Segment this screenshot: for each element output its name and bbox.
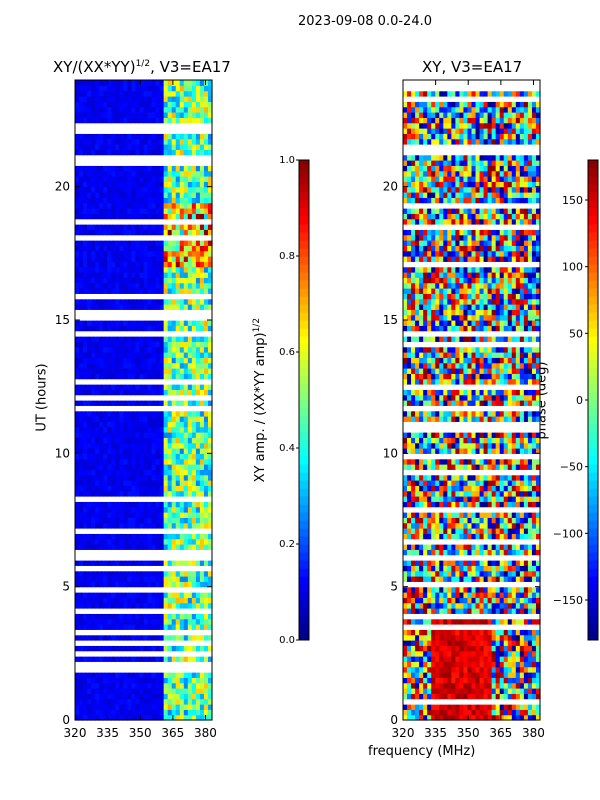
phase-ytick-label: 0: [390, 713, 398, 727]
phase-xtick-label: 350: [457, 726, 480, 740]
left-panel-title: XY/(XX*YY)1/2, V3=EA17: [53, 58, 231, 76]
amp-colorbar-tick-label: 0.4: [279, 443, 295, 454]
amp-ytick-label: 5: [62, 580, 70, 594]
phase-colorbar-tick-label: 50: [569, 327, 583, 340]
phase-xtick-label: 380: [522, 726, 545, 740]
amp-colorbar-frame: [298, 159, 310, 641]
amp-colorbar-tick-label: 0.8: [279, 251, 295, 262]
phase-xtick-label: 365: [489, 726, 512, 740]
phase-heatmap-cells: [403, 80, 541, 721]
amp-xtick-label: 350: [129, 726, 152, 740]
right-panel-title: XY, V3=EA17: [422, 58, 523, 76]
phase-axes-frame: [402, 79, 541, 721]
amp-xtick-label: 380: [194, 726, 217, 740]
amp-colorbar-tick-label: 0.2: [279, 539, 295, 550]
amp-ytick-label: 20: [55, 180, 70, 194]
amp-xtick-label: 365: [161, 726, 184, 740]
left-title-suffix: , V3=EA17: [150, 58, 231, 76]
amp-xtick-label: 335: [96, 726, 119, 740]
amp-axes-frame: [74, 79, 213, 721]
left-title-base: XY/(XX*YY): [53, 58, 136, 76]
figure-title: 2023-09-08 0.0-24.0: [298, 14, 432, 29]
phase-ytick-label: 15: [383, 313, 398, 327]
phase-colorbar-tick-label: −150: [553, 594, 583, 607]
amp-colorbar-tick-label: 0.0: [279, 635, 295, 646]
amp-ytick-label: 15: [55, 313, 70, 327]
x-axis-label: frequency (MHz): [368, 744, 476, 759]
phase-ytick-label: 10: [383, 446, 398, 460]
phase-colorbar-gradient: [588, 160, 598, 641]
left-title-exponent: 1/2: [135, 59, 151, 69]
phase-colorbar-tick-label: −100: [553, 527, 583, 540]
phase-xtick-label: 320: [392, 726, 415, 740]
amp-xtick-label: 320: [64, 726, 87, 740]
phase-colorbar-tick-label: 0: [576, 394, 583, 407]
phase-ytick-label: 5: [390, 580, 398, 594]
phase-colorbar-tick-label: 100: [562, 261, 583, 274]
amp-heatmap-cells: [75, 80, 213, 721]
phase-colorbar-tick-label: −50: [560, 461, 583, 474]
amp-colorbar-gradient: [299, 160, 309, 641]
amp-colorbar-tick-label: 0.6: [279, 347, 295, 358]
amp-ytick-label: 10: [55, 446, 70, 460]
phase-ytick-label: 20: [383, 180, 398, 194]
amp-colorbar-tick-label: 1.0: [279, 155, 295, 166]
phase-colorbar-tick-label: 150: [562, 194, 583, 207]
amp-ytick-label: 0: [62, 713, 70, 727]
phase-xtick-label: 335: [424, 726, 447, 740]
